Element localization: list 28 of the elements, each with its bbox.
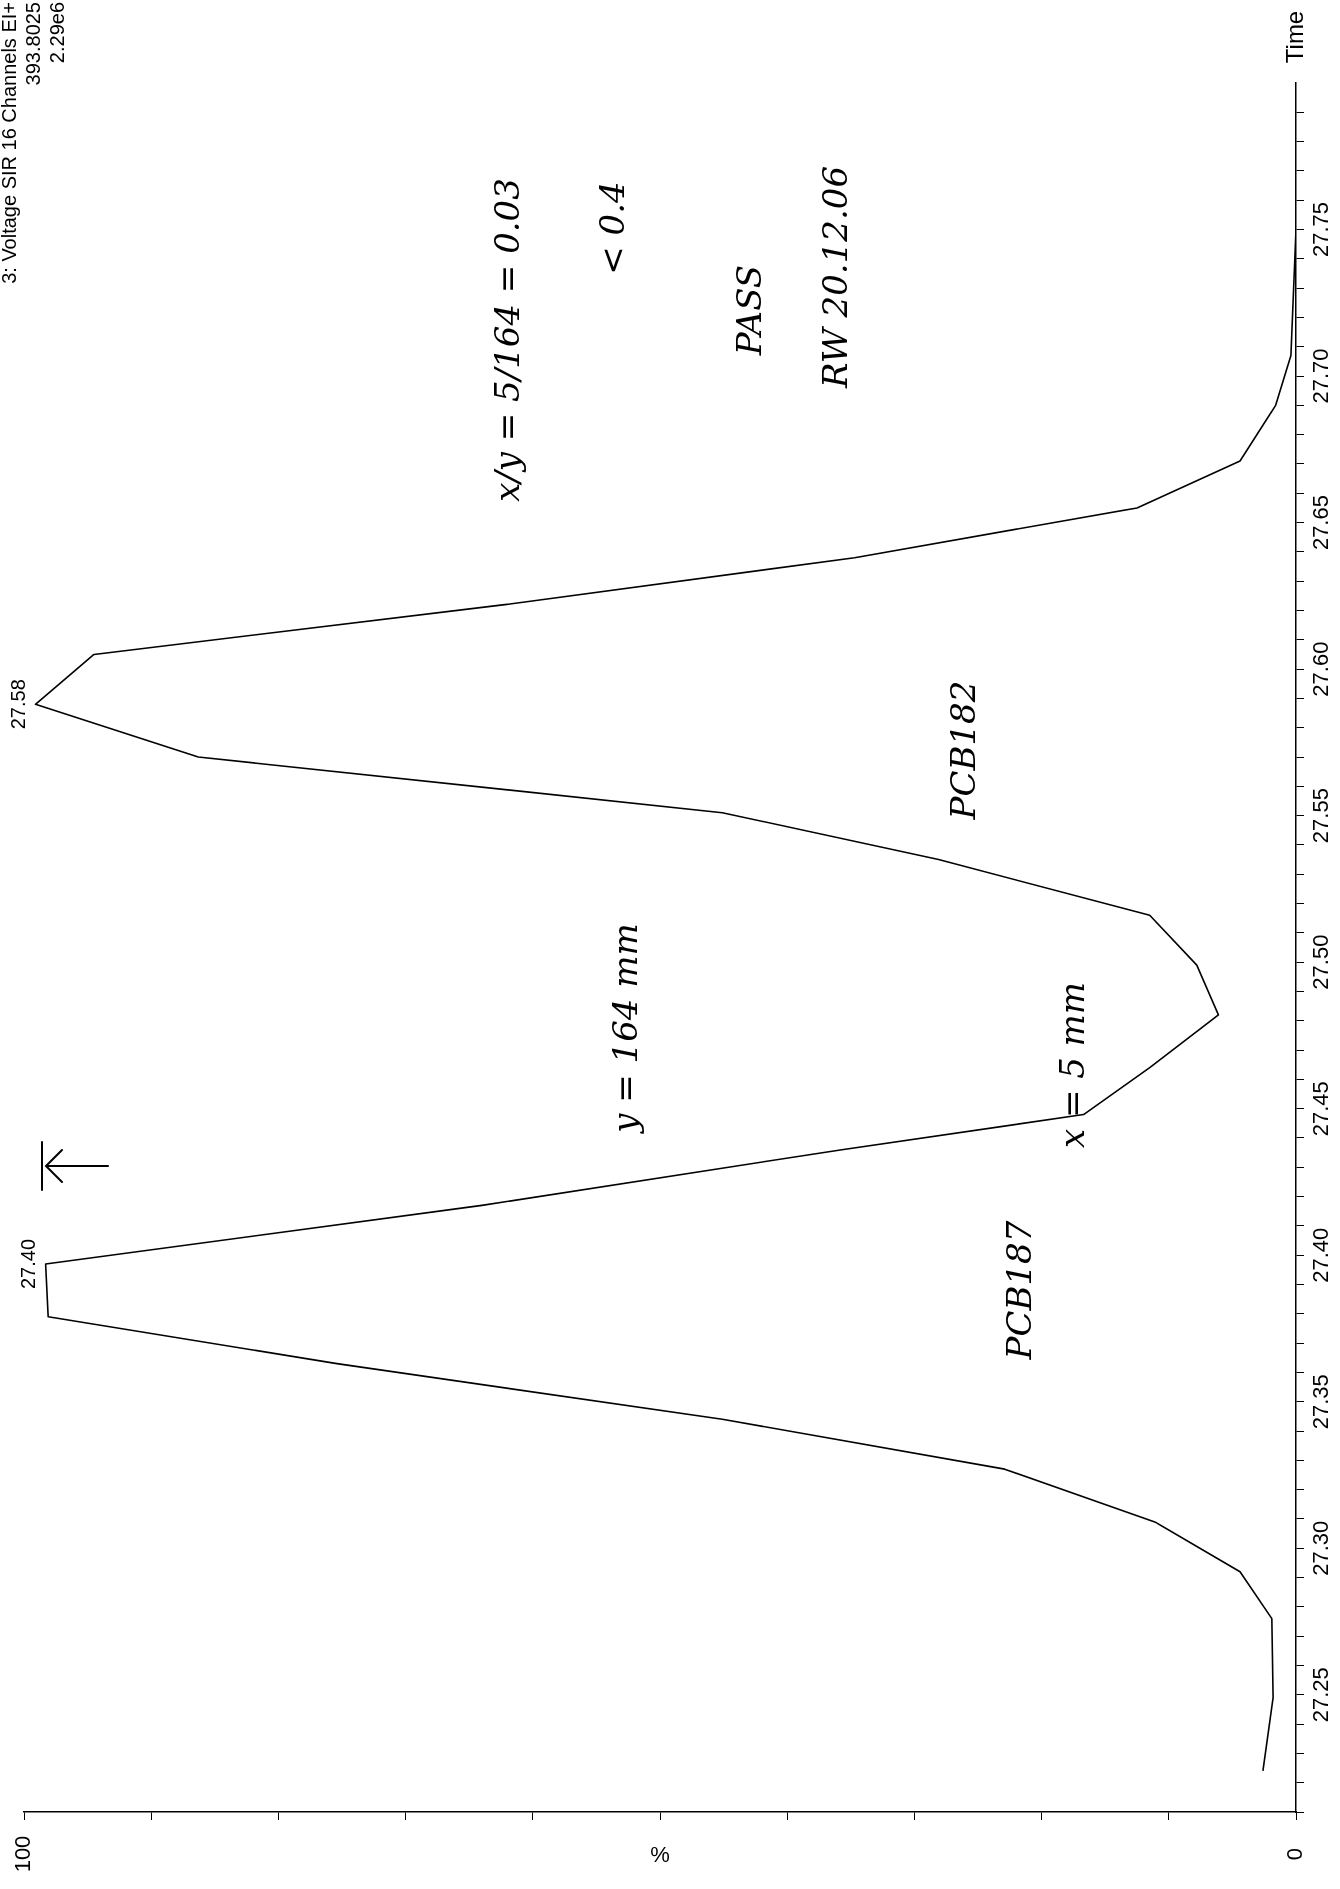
x-tick-label: 0 [1282, 1847, 1308, 1861]
x-tick-label: 100 [10, 1835, 36, 1873]
y-tick-label: 27.50 [1308, 934, 1334, 990]
y-tick-label: 27.30 [1308, 1520, 1334, 1576]
y-tick-label: 27.70 [1308, 348, 1334, 404]
text: 2.29e6 [45, 2, 68, 64]
y-tick-label: 27.25 [1308, 1667, 1334, 1723]
y-tick-label: 27.45 [1308, 1081, 1334, 1137]
y-tick-label: 27.65 [1308, 495, 1334, 551]
y-tick-label: 27.75 [1308, 201, 1334, 258]
annotation: PCB187 [998, 1220, 1039, 1361]
y-axis-title: Time [1280, 10, 1308, 64]
annotation: x = 5 mm [1051, 981, 1092, 1149]
y-tick-label: 27.35 [1308, 1374, 1334, 1430]
annotation: RW 20.12.06 [814, 165, 855, 390]
annotation: < 0.4 [591, 181, 632, 275]
y-tick-label: 27.60 [1308, 641, 1334, 697]
x-axis-title: % [650, 1842, 670, 1868]
annotation: PCB182 [942, 680, 983, 821]
annotation: 27.40 [17, 1238, 40, 1290]
annotation: PASS [728, 264, 769, 357]
annotation: x/y = 5/164 = 0.03 [486, 178, 527, 502]
annotation: 27.58 [6, 679, 29, 730]
annotation: 393.8025 [21, 2, 44, 86]
annotation: y = 164 mm [604, 923, 645, 1135]
y-tick-label: 27.55 [1308, 788, 1334, 844]
y-tick-label: 27.40 [1308, 1227, 1334, 1283]
text: 3: Voltage SIR 16 Channels EI+ [0, 2, 20, 284]
